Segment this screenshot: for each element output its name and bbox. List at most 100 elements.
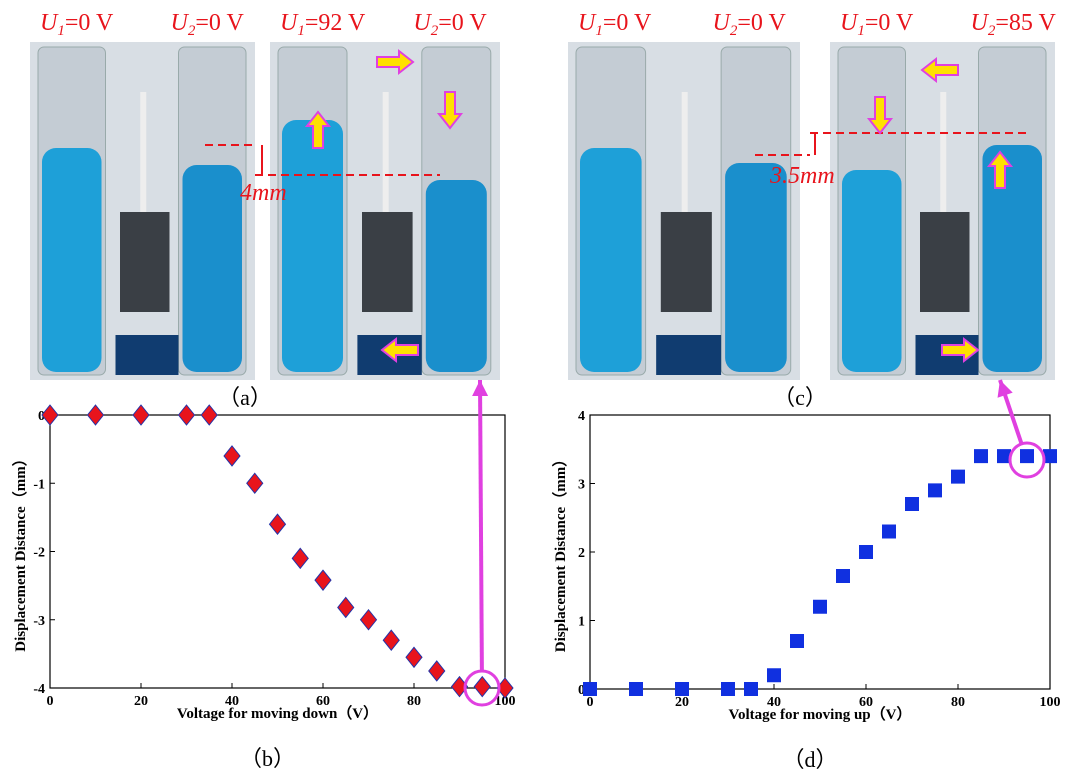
pointer-head [472,380,488,396]
plot-frame [50,415,505,688]
voltage-label: U2=0 V [713,10,787,39]
marker [584,683,597,696]
annotation: 3.5mm [769,163,835,189]
fluid-left [580,148,642,372]
marker [270,514,286,534]
marker [630,683,643,696]
y-tick-label: 1 [578,615,585,630]
marker [768,669,781,682]
x-tick-label: 0 [587,695,594,710]
x-tick-label: 80 [951,695,965,710]
y-tick-label: -4 [33,682,45,697]
marker [315,570,331,590]
marker [133,405,149,425]
voltage-value: =0 V [865,10,914,36]
needle [383,92,389,212]
pump [661,212,712,312]
marker [906,498,919,511]
y-tick-label: -1 [33,477,45,492]
needle [940,92,946,212]
marker [975,450,988,463]
voltage-subscript: 1 [57,23,65,39]
x-tick-label: 20 [134,694,148,709]
voltage-value: =0 V [65,10,114,36]
y-tick-label: -3 [33,614,45,629]
y-axis-label: Displacement Distance（mm） [551,452,569,652]
voltage-symbol: U [971,10,990,36]
marker [201,405,217,425]
marker [745,683,758,696]
base-fluid [116,335,179,375]
marker [429,661,445,681]
voltage-symbol: U [40,10,59,36]
x-tick-label: 80 [407,694,421,709]
voltage-label: U1=0 V [40,10,114,39]
pump [120,212,170,312]
base-fluid [656,335,721,375]
voltage-value: =85 V [995,10,1056,36]
marker [292,548,308,568]
marker [474,677,490,697]
annotation: 4mm [240,180,287,206]
fluid-left [42,148,102,372]
photo [568,42,800,380]
voltage-symbol: U [713,10,732,36]
fluid-left [282,120,343,372]
voltage-value: =0 V [737,10,786,36]
marker [837,569,850,582]
caption: （b） [240,746,295,771]
y-tick-label: -2 [33,546,45,561]
marker [791,635,804,648]
voltage-value: =92 V [305,10,366,36]
marker [814,600,827,613]
marker [383,630,399,650]
voltage-symbol: U [578,10,597,36]
voltage-label: U1=0 V [840,10,914,39]
y-tick-label: 4 [578,409,585,424]
voltage-symbol: U [840,10,859,36]
voltage-label: U2=0 V [171,10,245,39]
voltage-value: =0 V [603,10,652,36]
marker [952,470,965,483]
voltage-label: U2=0 V [413,10,487,39]
caption: （d） [782,747,837,771]
marker [338,597,354,617]
voltage-subscript: 1 [595,23,603,39]
photo [270,42,500,380]
x-tick-label: 0 [47,694,54,709]
voltage-symbol: U [171,10,190,36]
voltage-symbol: U [413,10,432,36]
pump [362,212,413,312]
marker [1021,450,1034,463]
photo [30,42,255,380]
fluid-right [725,163,787,372]
voltage-symbol: U [280,10,299,36]
pointer-head [992,377,1012,397]
marker [247,473,263,493]
needle [140,92,146,212]
voltage-label: U1=0 V [578,10,652,39]
marker [361,610,377,630]
x-axis-label: Voltage for moving up（V） [729,705,912,723]
marker [722,683,735,696]
x-axis-label: Voltage for moving down（V） [177,704,378,722]
y-tick-label: 3 [578,478,585,493]
pointer-line [480,380,482,671]
voltage-value: =0 V [195,10,244,36]
fluid-right [183,165,243,372]
voltage-subscript: 1 [857,23,865,39]
voltage-label: U1=92 V [280,10,366,39]
needle [682,92,688,212]
pump [920,212,970,312]
fluid-right [426,180,487,372]
voltage-value: =0 V [438,10,487,36]
photo [830,42,1055,380]
marker [406,647,422,667]
fluid-left [842,170,902,372]
marker [929,484,942,497]
x-tick-label: 20 [675,695,689,710]
caption: （c） [773,385,827,410]
y-tick-label: 2 [578,546,585,561]
marker [88,405,104,425]
figure: U1=0 VU2=0 VU1=92 VU2=0 VU1=0 VU2=0 VU1=… [0,0,1065,771]
